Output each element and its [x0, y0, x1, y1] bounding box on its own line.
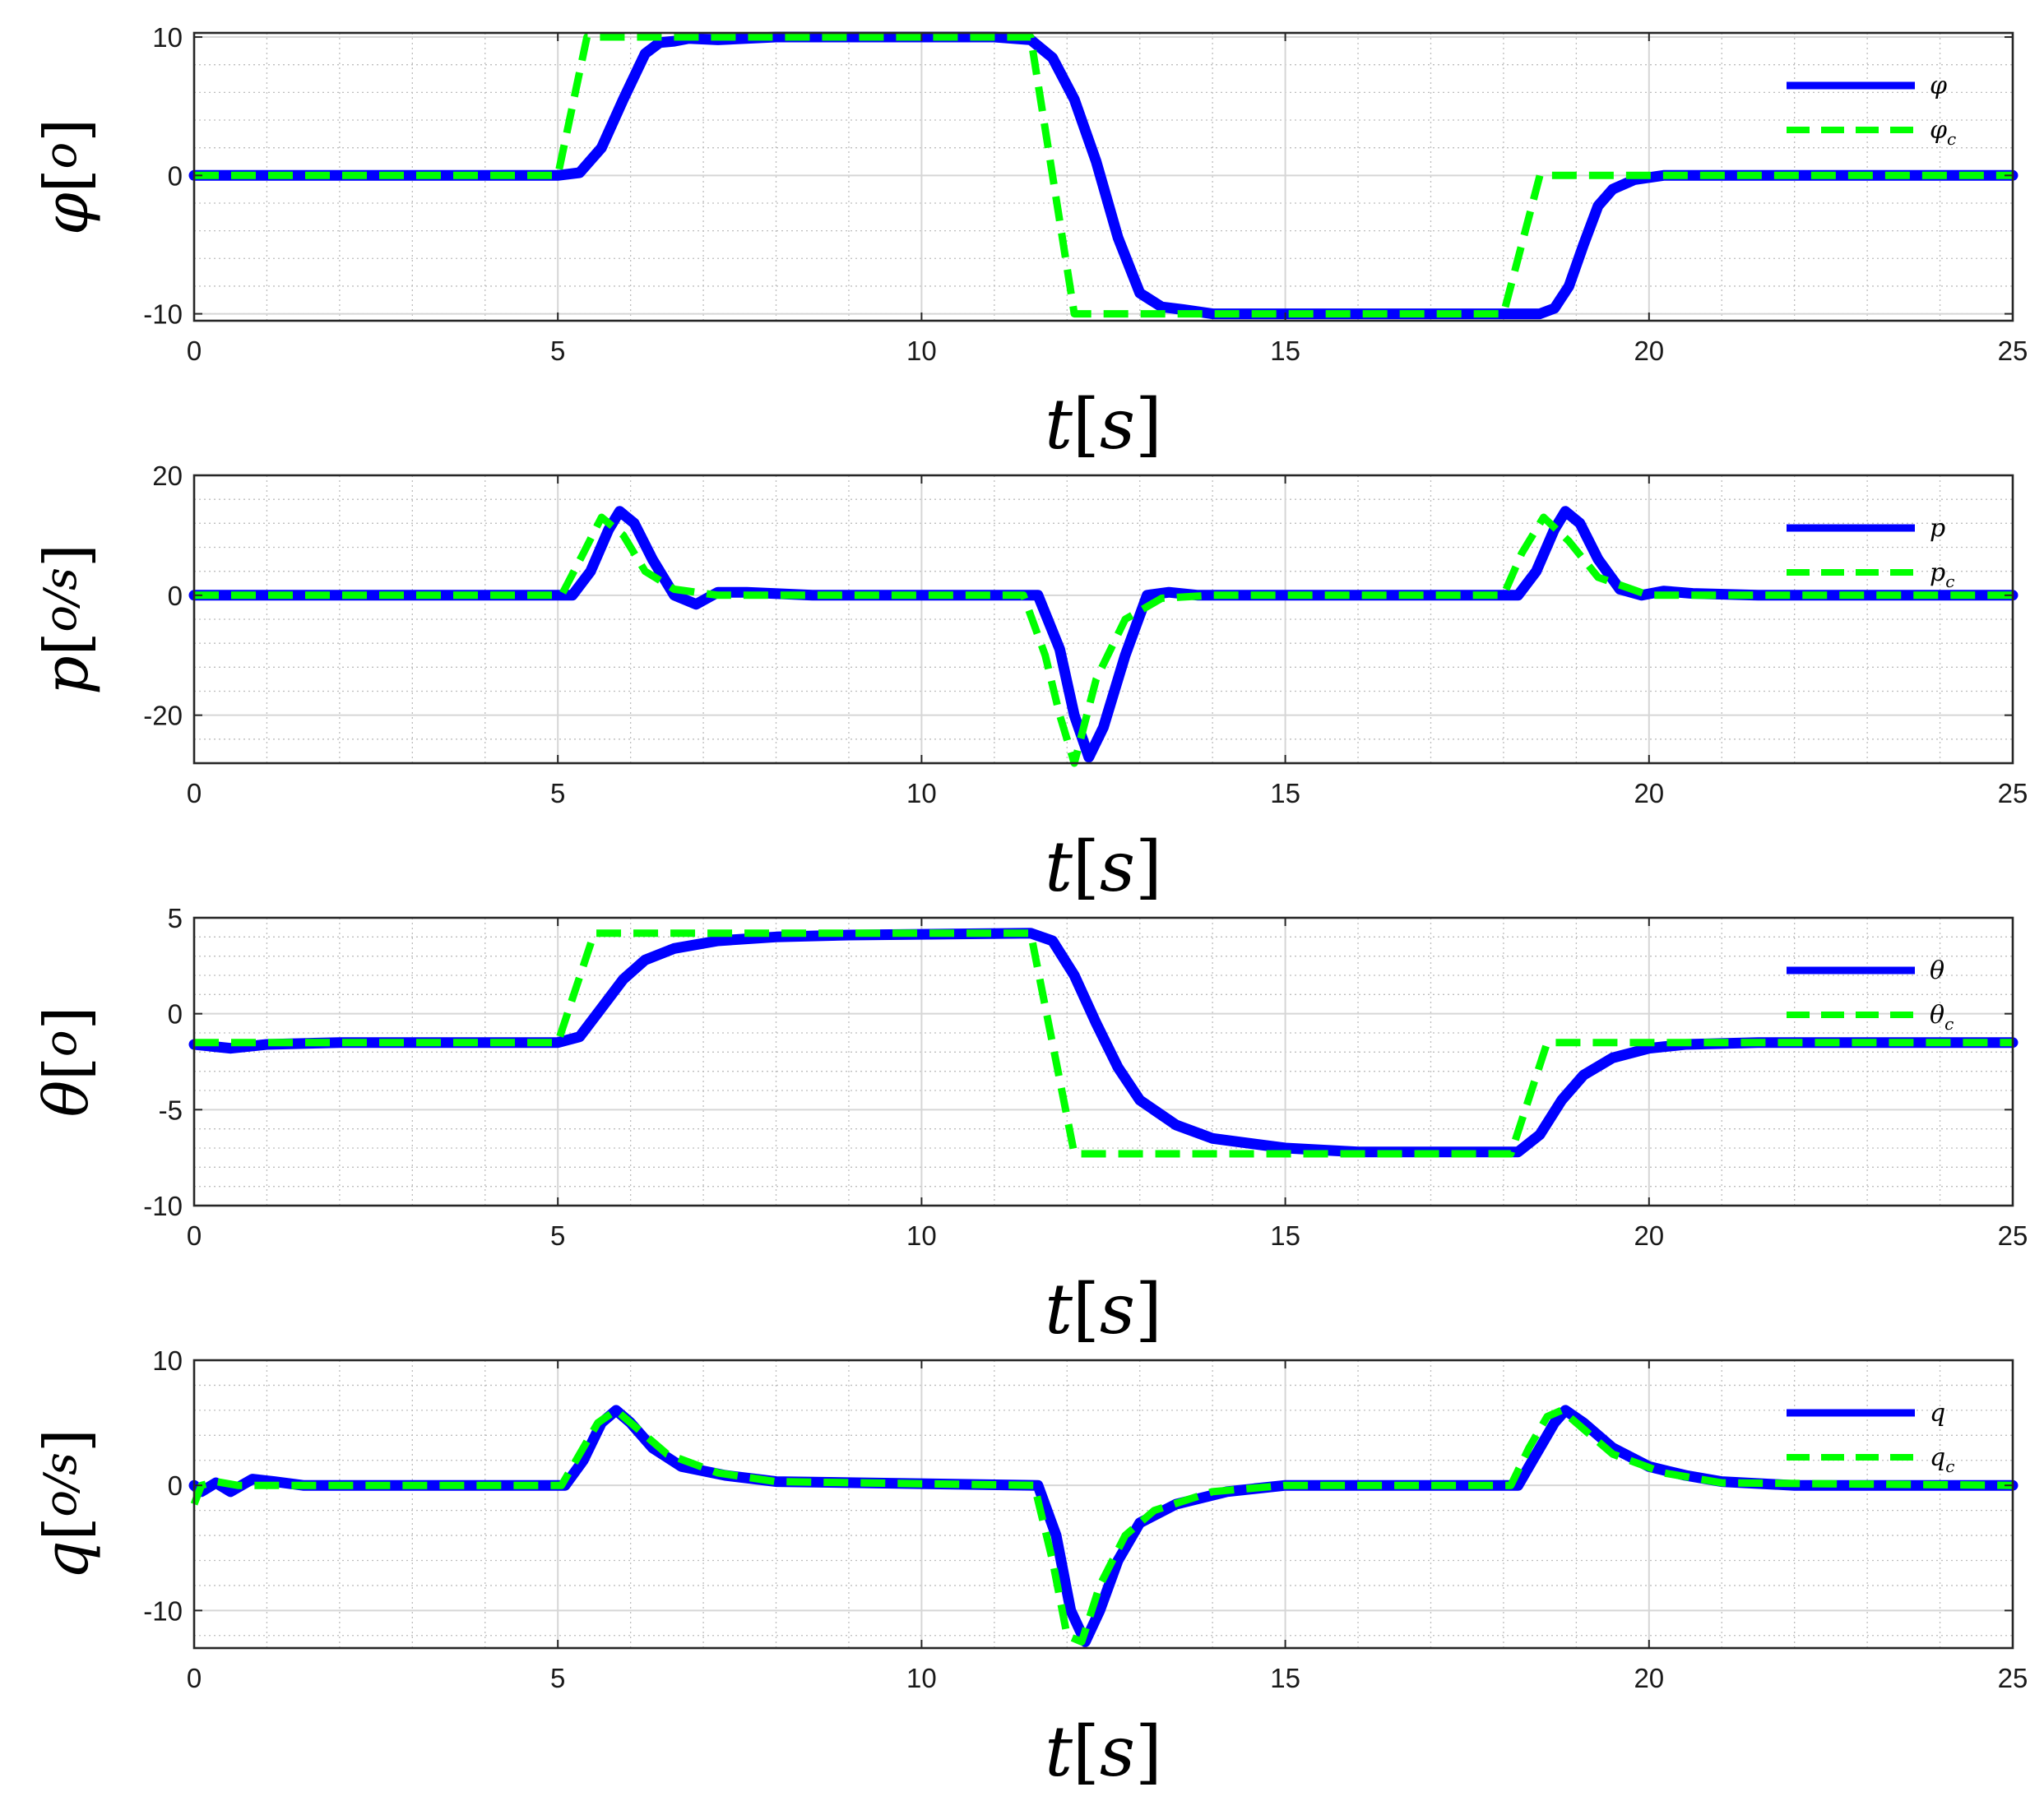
x-tick-label: 15: [1270, 778, 1300, 808]
y-tick-label: 0: [168, 581, 183, 611]
legend: φ φc: [1787, 72, 1956, 149]
legend-entry: pc: [1930, 558, 1954, 591]
y-tick-label: -10: [143, 299, 183, 330]
legend: p pc: [1787, 514, 1954, 591]
subplot-q: 0 5 10 15 20 25 10 0 -10 t[s] q[o/s] q qc: [31, 1345, 2028, 1792]
x-tick-label: 10: [906, 336, 937, 366]
x-tick-label: 5: [550, 1220, 565, 1251]
x-tick-label: 0: [187, 336, 202, 366]
x-tick-label: 20: [1634, 1220, 1664, 1251]
y-tick-label: 0: [168, 999, 183, 1030]
y-tick-label: 0: [168, 1470, 183, 1501]
x-tick-label: 15: [1270, 336, 1300, 366]
series-line-phi-c: [194, 33, 2013, 318]
x-tick-label: 5: [550, 778, 565, 808]
series-line-q-c: [190, 1406, 2014, 1646]
y-axis-label: q[o/s]: [31, 1428, 102, 1580]
x-tick-label: 10: [906, 1220, 937, 1251]
y-tick-label: 10: [152, 22, 183, 53]
x-tick-label: 25: [1998, 778, 2028, 808]
plot-area: [194, 918, 2013, 1206]
y-tick-label: -5: [159, 1095, 183, 1125]
legend: θ θc: [1787, 956, 1954, 1034]
series-line-phi: [188, 31, 2019, 320]
x-tick-label: 0: [187, 1663, 202, 1693]
x-tick-label: 10: [906, 778, 937, 808]
legend-entry: φc: [1930, 116, 1956, 149]
axes-box: [192, 1359, 2014, 1650]
x-axis-label: t[s]: [1045, 384, 1161, 465]
legend-entry: φ: [1930, 72, 1947, 100]
legend-entry: qc: [1930, 1443, 1954, 1476]
x-tick-label: 20: [1634, 778, 1664, 808]
x-tick-label: 10: [906, 1663, 937, 1693]
subplot-p: 0 5 10 15 20 25 20 0 -20 t[s] p[o/s] p pc: [31, 461, 2028, 907]
x-tick-label: 20: [1634, 1663, 1664, 1693]
x-tick-label: 5: [550, 1663, 565, 1693]
x-axis-symbol: t: [1045, 384, 1073, 465]
x-axis-label: t[s]: [1045, 1269, 1161, 1350]
x-tick-label: 5: [550, 336, 565, 366]
series-line-p: [188, 506, 2019, 763]
y-tick-label: -10: [143, 1191, 183, 1221]
y-tick-label: 20: [152, 461, 183, 491]
x-axis-symbol: t: [1045, 1711, 1073, 1792]
axes-box: [192, 474, 2014, 765]
legend: q qc: [1787, 1399, 1954, 1476]
series-line-theta-c: [194, 929, 2013, 1158]
x-tick-label: 20: [1634, 336, 1664, 366]
legend-entry: p: [1930, 514, 1945, 543]
legend-entry: q: [1930, 1399, 1945, 1428]
series-line-theta: [188, 928, 2019, 1158]
x-axis-label: t[s]: [1045, 1711, 1161, 1792]
x-tick-label: 0: [187, 1220, 202, 1251]
x-tick-label: 0: [187, 778, 202, 808]
y-tick-label: -20: [143, 701, 183, 731]
axes-box: [192, 31, 2014, 322]
axes-box: [192, 916, 2014, 1207]
subplot-theta: 0 5 10 15 20 25 5 0 -5 -10 t[s] θ[o] θ θc: [31, 903, 2028, 1350]
legend-entry: θ: [1930, 956, 1944, 985]
y-axis-label: θ[o]: [31, 1007, 102, 1118]
x-tick-label: 25: [1998, 336, 2028, 366]
y-tick-label: 5: [168, 903, 183, 933]
x-axis-label: t[s]: [1045, 826, 1161, 907]
y-tick-label: 10: [152, 1345, 183, 1376]
x-axis-symbol: t: [1045, 1269, 1073, 1350]
y-axis-label: φ[o]: [31, 118, 102, 235]
y-axis-label: p[o/s]: [31, 544, 102, 695]
x-tick-label: 15: [1270, 1663, 1300, 1693]
x-axis-symbol: t: [1045, 826, 1073, 907]
x-tick-label: 25: [1998, 1220, 2028, 1251]
x-tick-label: 15: [1270, 1220, 1300, 1251]
legend-entry: θc: [1930, 1001, 1954, 1034]
y-tick-label: 0: [168, 160, 183, 191]
x-tick-label: 25: [1998, 1663, 2028, 1693]
y-tick-label: -10: [143, 1595, 183, 1626]
